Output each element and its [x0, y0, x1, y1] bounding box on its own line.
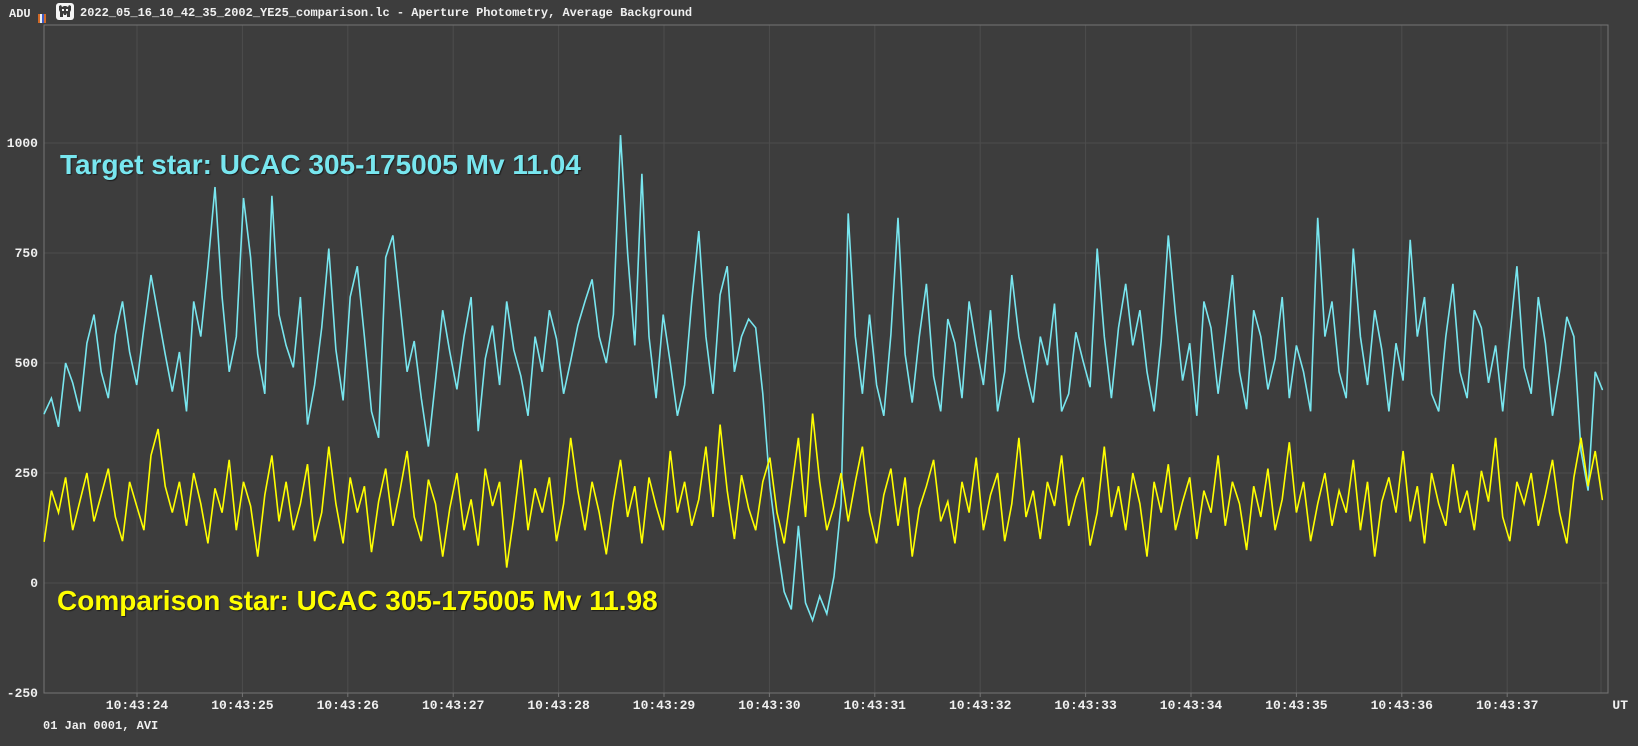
comparison-star-annotation: Comparison star: UCAC 305-175005 Mv 11.9…	[57, 585, 658, 616]
x-tick-label: 10:43:36	[1371, 698, 1434, 713]
x-tick-label: 10:43:27	[422, 698, 484, 713]
y-tick-label: 1000	[7, 136, 38, 151]
lightcurve-app-icon	[56, 3, 74, 20]
x-tick-label: 10:43:31	[844, 698, 907, 713]
x-tick-label: 10:43:37	[1476, 698, 1538, 713]
x-tick-label: 10:43:30	[738, 698, 801, 713]
owl-glyph-icon	[59, 5, 71, 17]
x-tick-label: 10:43:28	[527, 698, 590, 713]
target-star-series	[43, 135, 1604, 623]
flag-stripe-blue	[42, 14, 44, 23]
x-tick-label: 10:43:33	[1054, 698, 1117, 713]
y-tick-label: -250	[7, 686, 38, 701]
y-tick-label: 250	[15, 466, 39, 481]
y-axis-unit-label: ADU	[9, 7, 31, 21]
x-axis-unit-label: UT	[1612, 698, 1628, 713]
comparison-star-series	[43, 413, 1604, 568]
flag-stripe-orange2	[44, 14, 46, 23]
y-tick-label: 750	[15, 246, 39, 261]
footer-date-source-label: 01 Jan 0001, AVI	[43, 719, 159, 733]
y-tick-label: 0	[30, 576, 38, 591]
mini-flag-artifact	[38, 14, 46, 23]
x-tick-label: 10:43:29	[633, 698, 696, 713]
x-tick-label: 10:43:32	[949, 698, 1012, 713]
x-tick-label: 10:43:26	[317, 698, 380, 713]
x-tick-label: 10:43:25	[211, 698, 274, 713]
target-star-annotation: Target star: UCAC 305-175005 Mv 11.04	[60, 149, 581, 180]
x-tick-label: 10:43:34	[1160, 698, 1223, 713]
plot-frame	[43, 24, 1609, 694]
y-tick-label: 500	[15, 356, 39, 371]
flag-stripe-orange	[38, 14, 40, 23]
x-tick-label: 10:43:24	[106, 698, 169, 713]
window-title: 2022_05_16_10_42_35_2002_YE25_comparison…	[80, 6, 693, 20]
x-tick-label: 10:43:35	[1265, 698, 1328, 713]
flag-stripe-white	[40, 14, 42, 23]
